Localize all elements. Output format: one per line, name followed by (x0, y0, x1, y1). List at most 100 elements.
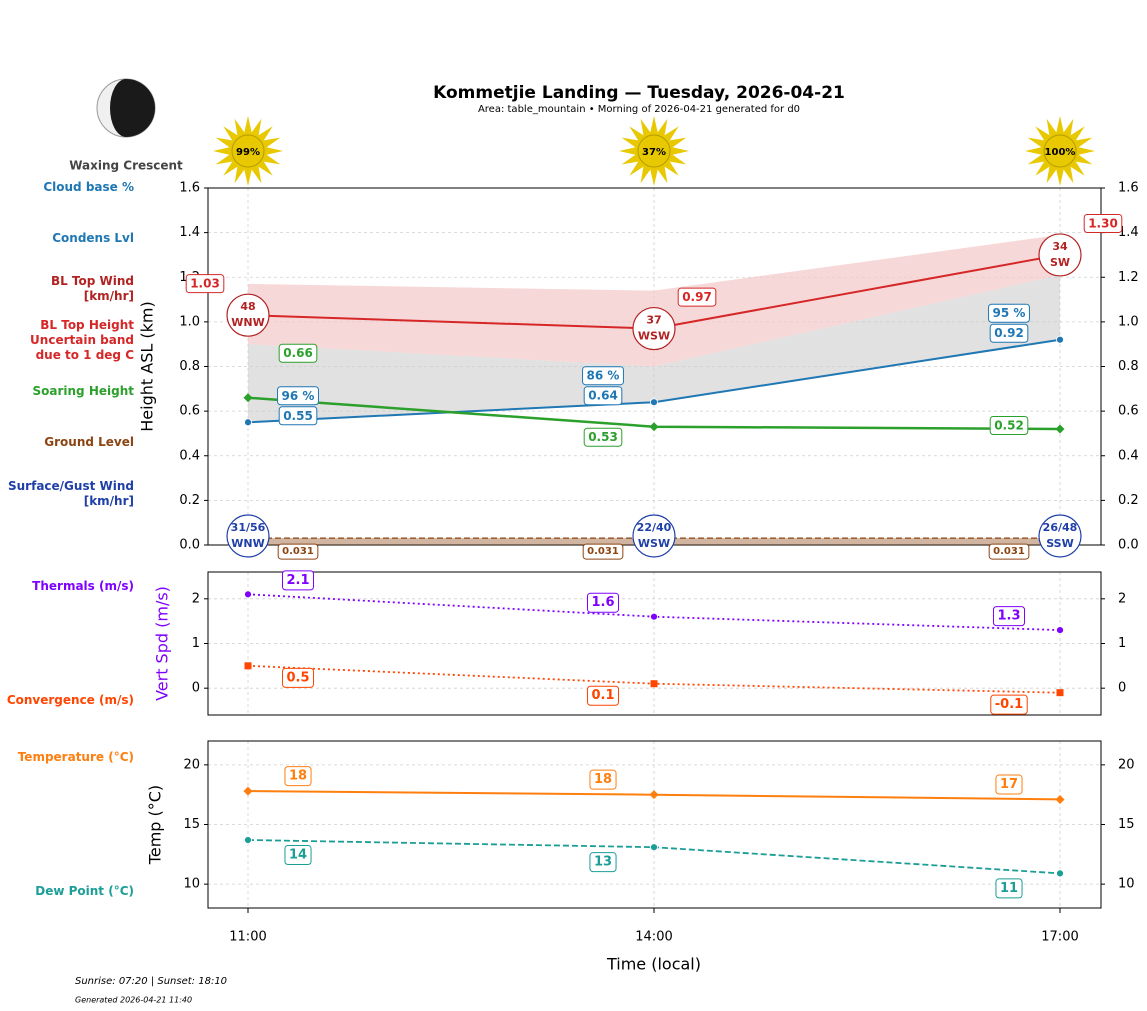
label-box (1083, 213, 1123, 233)
label-box (284, 845, 312, 866)
series-name: Surface/Gust Wind [km/hr] (8, 479, 134, 508)
label-box (281, 667, 315, 688)
x-tick-label: 11:00 (229, 930, 266, 945)
value-label-text: 0.031 (993, 546, 1025, 557)
label-box (185, 274, 225, 294)
generated-note: Generated 2026-04-21 11:40 (75, 996, 192, 1005)
wind-marker (632, 514, 676, 558)
label-box (281, 570, 315, 591)
series-name: BL Top Height Uncertain band due to 1 de… (30, 318, 134, 362)
point (1056, 869, 1064, 878)
wind-direction: WNW (231, 537, 264, 550)
sunshine-mark (1043, 134, 1077, 168)
value-label: 18 (284, 766, 312, 787)
value-label: 0.92 (989, 323, 1029, 343)
y2-tick-label: 1 (1118, 636, 1126, 651)
point (244, 418, 252, 427)
wind-speed: 26/48 (1043, 521, 1078, 534)
y2-tick-label: 10 (1118, 877, 1135, 892)
label-box (589, 852, 617, 873)
y-tick-label: 20 (183, 757, 200, 772)
value-label-text: 17 (1000, 777, 1018, 792)
value-label-text: 18 (289, 769, 307, 784)
label-box (277, 386, 319, 406)
value-label: 2.1 (281, 570, 315, 591)
point (243, 393, 253, 403)
wind-direction: WSW (638, 537, 670, 550)
x-tick-label: 17:00 (1041, 930, 1078, 945)
value-label-text: 0.55 (283, 409, 313, 423)
value-label-text: 86 % (587, 369, 620, 383)
wind-direction: WNW (231, 316, 264, 329)
y-tick-label: 0.0 (179, 538, 200, 553)
value-label: 0.53 (583, 427, 623, 447)
point (649, 790, 659, 800)
series-name: Temperature (°C) (17, 750, 134, 764)
series-line (247, 593, 1061, 631)
wind-marker (226, 514, 270, 558)
point (244, 836, 252, 844)
sunshine-mark (637, 134, 671, 168)
wind-speed: 37 (646, 314, 661, 327)
y-tick-label: 0 (192, 681, 200, 696)
value-label-text: 0.031 (282, 546, 314, 557)
y2-tick-label: 0.6 (1118, 404, 1139, 419)
label-box (583, 386, 623, 406)
y-tick-label: 0.4 (179, 448, 200, 463)
y-axis-label: Vert Spd (m/s) (153, 586, 172, 701)
label-box (677, 287, 717, 307)
series-name: Convergence (m/s) (6, 693, 134, 707)
value-label: 0.5 (281, 667, 315, 688)
value-label-text: 0.5 (286, 670, 309, 685)
value-label: 86 % (582, 366, 624, 386)
value-label-text: 18 (594, 772, 612, 787)
value-label: 1.30 (1083, 213, 1123, 233)
y2-tick-label: 1.4 (1118, 225, 1139, 240)
y-tick-label: 1 (192, 636, 200, 651)
y2-tick-label: 1.6 (1118, 181, 1139, 196)
cloud-layer (248, 275, 1060, 423)
y2-tick-label: 1.0 (1118, 314, 1139, 329)
value-label: 0.031 (277, 543, 319, 560)
point (1056, 689, 1064, 697)
series-name: Dew Point (°C) (35, 884, 134, 898)
y-tick-label: 15 (183, 817, 200, 832)
wind-speed: 34 (1052, 240, 1068, 253)
wind-direction: SSW (1046, 537, 1073, 550)
value-label-text: 0.1 (591, 688, 614, 703)
y-tick-label: 1.6 (179, 181, 200, 196)
sunshine-mark (231, 134, 265, 168)
value-label: 11 (995, 878, 1023, 899)
series-name: Thermals (m/s) (32, 579, 134, 593)
point (244, 662, 252, 670)
value-label-text: 96 % (282, 389, 315, 403)
label-box (988, 303, 1030, 323)
point (243, 786, 253, 796)
y2-tick-label: 0.8 (1118, 359, 1139, 374)
label-box (989, 323, 1029, 343)
chart-title: Kommetjie Landing — Tuesday, 2026-04-21 (433, 83, 845, 103)
y-tick-label: 2 (192, 591, 200, 606)
value-label: 95 % (988, 303, 1030, 323)
series-name: BL Top Wind [km/hr] (50, 274, 134, 303)
wind-direction: WSW (638, 330, 670, 343)
uncertainty-band (248, 234, 1060, 367)
wind-speed: 31/56 (231, 521, 266, 534)
y2-tick-label: 20 (1118, 757, 1135, 772)
value-label-text: -0.1 (995, 697, 1023, 712)
plot-frame (207, 571, 1102, 716)
value-label: 0.97 (677, 287, 717, 307)
x-tick-label: 14:00 (635, 930, 672, 945)
value-label: 13 (589, 852, 617, 873)
value-label: 0.55 (278, 406, 318, 426)
value-label: 18 (589, 769, 617, 790)
point (649, 422, 659, 432)
value-label: 1.6 (586, 592, 620, 613)
label-box (284, 766, 312, 787)
moon-icon (96, 78, 156, 138)
value-label-text: 14 (289, 848, 307, 863)
point (650, 680, 658, 688)
point (1055, 794, 1065, 804)
